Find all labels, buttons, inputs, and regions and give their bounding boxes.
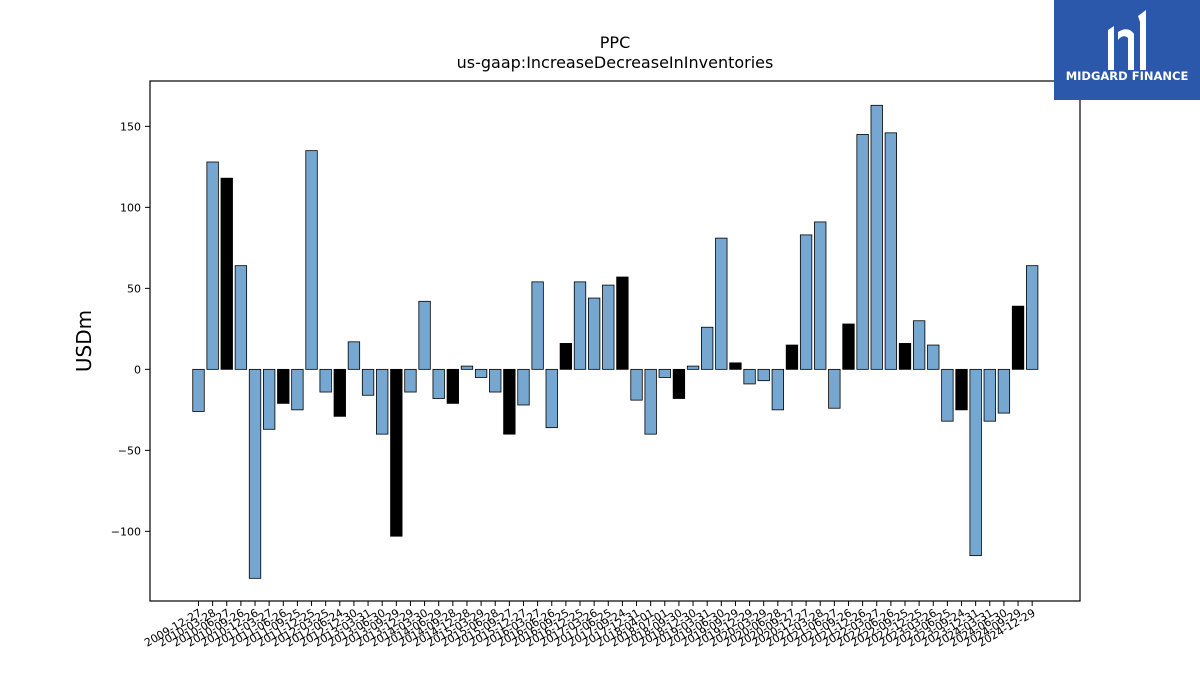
bar-2021-12-26	[856, 134, 869, 370]
bar-2015-12-27	[517, 368, 530, 406]
bar-2023-06-25	[941, 368, 954, 422]
bar-2024-12-29	[1026, 265, 1039, 370]
bar-2016-09-25	[559, 343, 573, 370]
bar-2009-12-27	[192, 368, 205, 412]
bar-2022-06-26	[884, 132, 898, 370]
bar-2012-12-30	[347, 341, 361, 370]
plot-frame	[149, 80, 1081, 602]
bar-2017-03-26	[587, 297, 601, 370]
bar-2011-12-25	[305, 150, 318, 370]
bar-2020-09-27	[785, 344, 799, 370]
bar-2018-09-30	[672, 368, 686, 399]
y-tick-label: −100	[111, 525, 141, 538]
bar-2010-06-27	[220, 177, 233, 370]
bar-2016-06-26	[545, 368, 558, 429]
bar-2018-04-01	[644, 368, 657, 435]
bar-2014-12-28	[460, 365, 474, 370]
bar-2010-09-26	[234, 265, 248, 370]
bar-2023-03-26	[927, 344, 940, 370]
bar-2013-06-30	[376, 368, 389, 435]
bar-2012-06-24	[333, 368, 346, 417]
logo-text: MIDGARD FINANCE	[1066, 69, 1189, 83]
bar-2024-09-29	[1011, 305, 1025, 370]
bar-2022-09-25	[898, 343, 912, 370]
y-tick-label: 50	[127, 282, 141, 295]
bar-2018-12-30	[686, 365, 700, 370]
bar-2016-03-27	[531, 281, 544, 370]
bar-2016-12-25	[573, 281, 587, 370]
logo-background	[1054, 0, 1200, 100]
bar-2013-12-29	[404, 368, 417, 393]
bar-2020-12-27	[799, 234, 813, 370]
logo-mark-icon	[1108, 10, 1146, 70]
bar-2022-12-25	[912, 320, 926, 370]
bar-2011-06-26	[277, 368, 290, 404]
bar-2014-06-29	[432, 368, 445, 399]
bar-2020-06-28	[771, 368, 784, 411]
bar-2013-09-29	[390, 368, 403, 537]
bar-2023-12-31	[969, 368, 982, 557]
bar-2022-03-27	[870, 104, 883, 370]
bar-2021-06-27	[828, 368, 841, 409]
y-tick-label: 0	[134, 363, 141, 376]
x-axis: 2009-12-272010-03-282010-06-272010-09-26…	[142, 601, 1038, 650]
bar-2023-09-24	[955, 368, 968, 411]
y-axis-label: USDm	[72, 310, 96, 372]
bar-2021-03-28	[814, 221, 827, 370]
bar-2012-03-25	[319, 368, 332, 393]
bar-2017-12-31	[630, 368, 643, 401]
bar-2011-03-27	[262, 368, 276, 430]
bar-2017-06-25	[602, 284, 615, 370]
bar-2019-12-29	[743, 368, 756, 385]
bar-2021-09-26	[842, 323, 855, 370]
bar-2020-03-29	[757, 368, 770, 382]
bar-2015-06-28	[489, 368, 502, 393]
bar-2015-03-29	[474, 368, 488, 378]
bar-2019-06-30	[715, 237, 728, 370]
bar-2013-03-31	[361, 368, 375, 396]
bar-2024-06-30	[997, 368, 1011, 414]
bar-2010-12-26	[248, 368, 262, 579]
chart-subtitle: us-gaap:IncreaseDecreaseInInventories	[457, 53, 774, 72]
bar-2011-09-25	[291, 368, 304, 411]
bar-2017-09-24	[616, 276, 629, 370]
bars-group	[192, 104, 1039, 579]
bar-2014-09-28	[446, 368, 459, 404]
chart-title: PPC	[600, 33, 630, 52]
bar-2019-09-29	[729, 362, 742, 370]
bar-2015-09-27	[503, 368, 516, 435]
y-tick-label: 100	[120, 201, 141, 214]
bar-2014-03-30	[418, 300, 431, 370]
bar-2024-03-31	[983, 368, 996, 422]
y-axis: −100 −50 0 50 100 150	[111, 120, 150, 538]
bar-2010-03-28	[206, 161, 219, 370]
y-tick-label: 150	[120, 120, 141, 133]
bar-2019-03-31	[701, 326, 714, 370]
bar-2018-07-01	[658, 368, 671, 378]
midgard-finance-logo: MIDGARD FINANCE	[1054, 0, 1200, 100]
y-tick-label: −50	[118, 444, 141, 457]
